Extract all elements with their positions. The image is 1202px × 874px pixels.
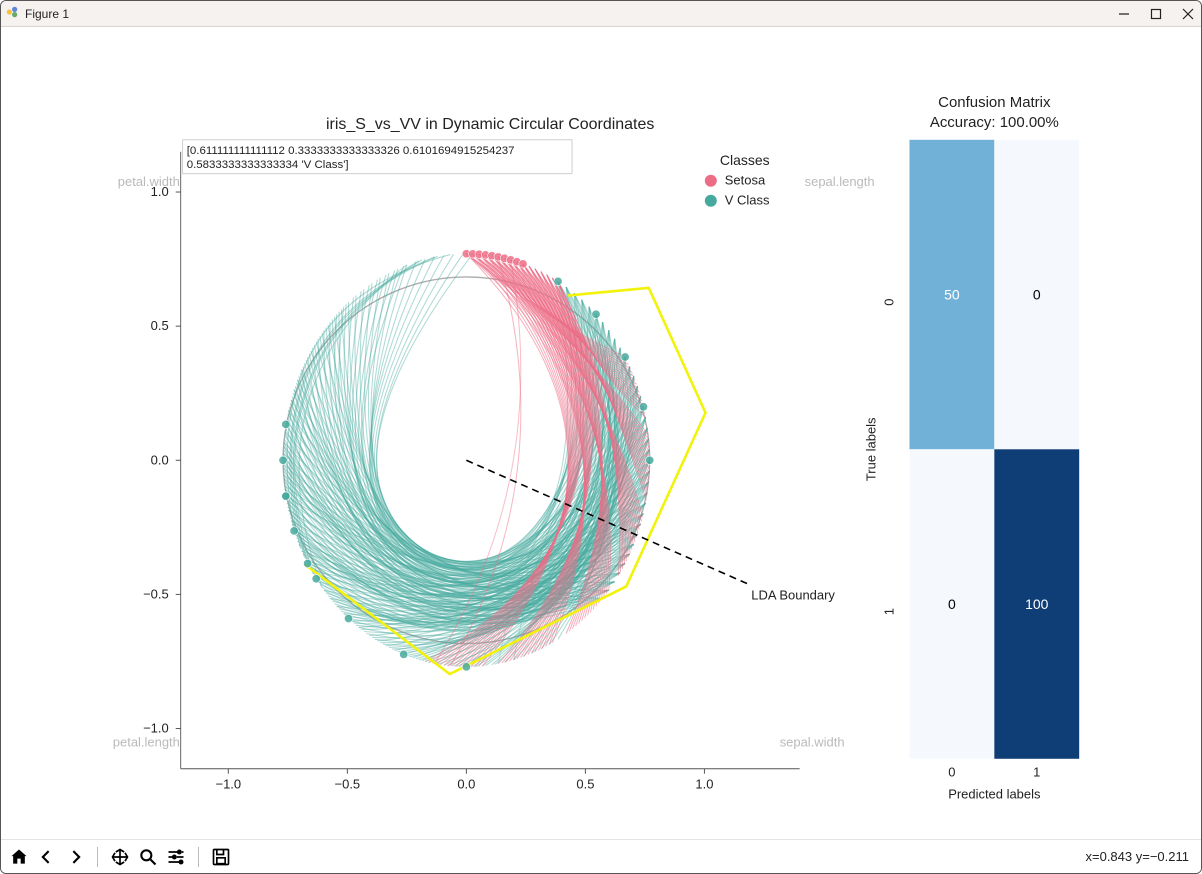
- svg-text:V Class: V Class: [725, 193, 770, 208]
- minimize-button[interactable]: [1117, 7, 1131, 21]
- svg-text:1: 1: [1033, 765, 1040, 780]
- back-button[interactable]: [35, 845, 59, 869]
- svg-text:True labels: True labels: [864, 417, 879, 481]
- toolbar-separator: [198, 847, 199, 867]
- svg-text:petal.length: petal.length: [113, 734, 180, 749]
- configure-subplots-button[interactable]: [164, 845, 188, 869]
- matplotlib-toolbar: x=0.843 y=−0.211: [1, 839, 1201, 873]
- svg-text:[0.611111111111112 0.333333333: [0.611111111111112 0.3333333333333326 0.…: [187, 145, 515, 157]
- svg-text:−1.0: −1.0: [216, 777, 242, 792]
- svg-text:LDA Boundary: LDA Boundary: [751, 588, 835, 603]
- close-button[interactable]: [1181, 7, 1195, 21]
- coords-readout: x=0.843 y=−0.211: [1086, 849, 1190, 864]
- svg-text:sepal.width: sepal.width: [780, 734, 845, 749]
- plot-content: −1.0−0.50.00.51.0−1.0−0.50.00.51.0iris_S…: [1, 27, 1201, 839]
- svg-text:0.5833333333333334 'V Class']: 0.5833333333333334 'V Class']: [187, 159, 349, 171]
- svg-text:1: 1: [882, 608, 897, 615]
- svg-text:Confusion Matrix: Confusion Matrix: [938, 94, 1051, 111]
- svg-text:0.0: 0.0: [457, 777, 475, 792]
- svg-text:Classes: Classes: [720, 152, 770, 168]
- svg-text:100: 100: [1025, 596, 1049, 612]
- figure-window: Figure 1 −1.0 −0.5 0.0 0.5 1.0 −1.0 −0.5 0.0 0.5…: [0, 0, 1202, 874]
- svg-text:0: 0: [882, 299, 897, 306]
- svg-text:−0.5: −0.5: [143, 586, 169, 601]
- svg-text:sepal.length: sepal.length: [805, 174, 875, 189]
- forward-button[interactable]: [63, 845, 87, 869]
- svg-text:iris_S_vs_VV in Dynamic Circul: iris_S_vs_VV in Dynamic Circular Coordin…: [326, 116, 654, 133]
- svg-text:1.0: 1.0: [695, 777, 713, 792]
- svg-text:Accuracy: 100.00%: Accuracy: 100.00%: [930, 114, 1059, 131]
- svg-text:0: 0: [948, 765, 955, 780]
- svg-text:−1.0: −1.0: [143, 721, 169, 736]
- app-icon: [5, 5, 19, 22]
- toolbar-separator: [97, 847, 98, 867]
- plot-svg[interactable]: −1.0−0.50.00.51.0−1.0−0.50.00.51.0iris_S…: [1, 27, 1201, 838]
- svg-text:petal.width: petal.width: [118, 174, 180, 189]
- svg-text:0: 0: [1033, 287, 1041, 303]
- pan-button[interactable]: [108, 845, 132, 869]
- save-button[interactable]: [209, 845, 233, 869]
- svg-text:Setosa: Setosa: [725, 173, 766, 188]
- svg-text:0.0: 0.0: [151, 452, 169, 467]
- maximize-button[interactable]: [1149, 7, 1163, 21]
- window-title: Figure 1: [25, 7, 69, 21]
- zoom-button[interactable]: [136, 845, 160, 869]
- svg-text:50: 50: [944, 287, 960, 303]
- svg-text:−0.5: −0.5: [335, 777, 361, 792]
- svg-text:0: 0: [948, 596, 956, 612]
- home-button[interactable]: [7, 845, 31, 869]
- svg-text:0.5: 0.5: [576, 777, 594, 792]
- titlebar: Figure 1: [1, 1, 1201, 27]
- svg-text:0.5: 0.5: [151, 318, 169, 333]
- svg-text:Predicted labels: Predicted labels: [948, 787, 1041, 802]
